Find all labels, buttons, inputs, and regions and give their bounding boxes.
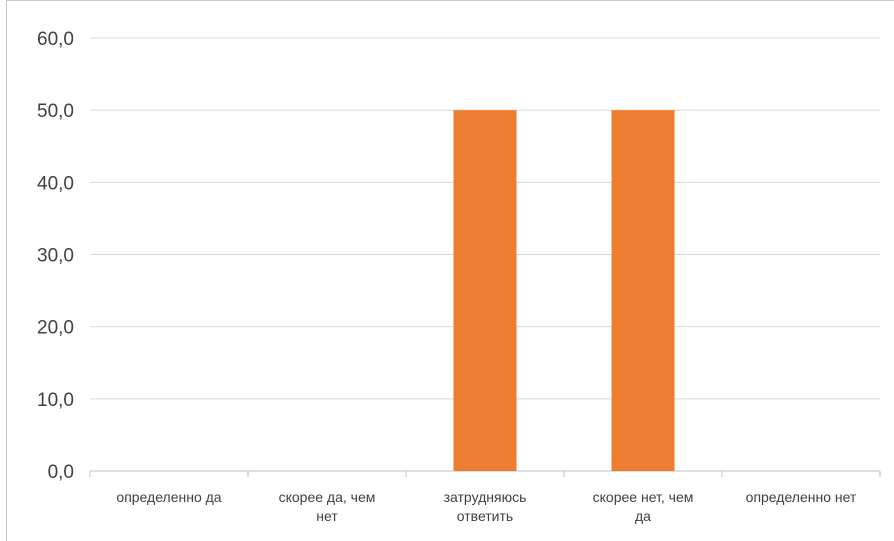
x-category-label-line: да [635, 508, 651, 524]
x-category-label-line: затрудняюсь [444, 489, 527, 505]
y-tick-label: 50,0 [37, 101, 74, 122]
x-category-label-line: определенно нет [746, 489, 857, 505]
x-category-label-line: ответить [457, 508, 513, 524]
x-category-label-line: нет [316, 508, 338, 524]
x-category-label: определенно да [116, 489, 221, 505]
x-category-label: скорее нет, чем да [593, 489, 694, 524]
y-tick-label: 20,0 [37, 318, 74, 339]
bar [453, 110, 517, 472]
x-category-label: определенно нет [746, 489, 857, 505]
x-category-label-line: определенно да [116, 489, 221, 505]
y-tick-label: 40,0 [37, 173, 74, 194]
y-tick-label: 60,0 [37, 29, 74, 50]
chart-border-left [6, 0, 7, 541]
bar [611, 110, 675, 472]
x-category-label-line: скорее да, чем [279, 489, 376, 505]
x-category-label-line: скорее нет, чем [593, 489, 694, 505]
chart-border-top [6, 0, 894, 1]
x-category-label: затрудняюсь ответить [444, 489, 527, 524]
y-tick-label: 0,0 [48, 462, 74, 483]
x-category-label: скорее да, чем нет [279, 489, 376, 524]
y-tick-label: 10,0 [37, 390, 74, 411]
y-tick-label: 30,0 [37, 246, 74, 267]
